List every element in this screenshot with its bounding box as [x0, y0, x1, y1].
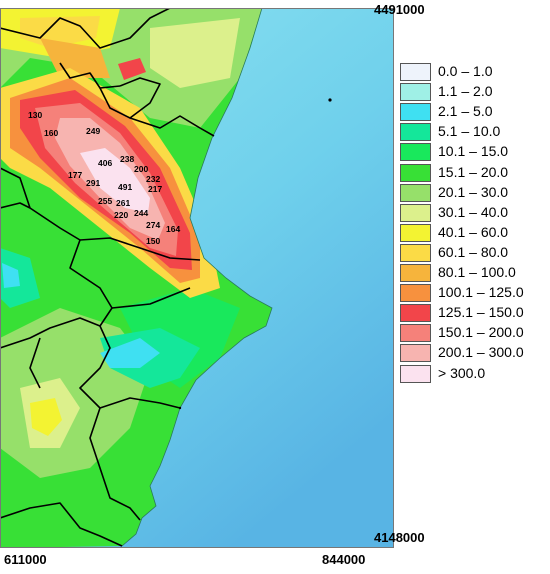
legend-swatch — [400, 163, 431, 182]
value-label: 291 — [86, 178, 100, 188]
province-borders — [0, 8, 215, 547]
legend-label: 60.1 – 80.0 — [438, 243, 509, 260]
legend-swatch — [400, 223, 431, 242]
legend-label: 80.1 – 100.0 — [438, 264, 516, 280]
value-label: 238 — [120, 154, 134, 164]
value-label: 491 — [118, 182, 132, 192]
legend-item: 30.1 – 40.0 — [394, 203, 550, 223]
coord-bottom-center: 844000 — [322, 552, 366, 567]
value-label: 249 — [86, 126, 100, 136]
value-label: 130 — [28, 110, 42, 120]
legend-swatch — [400, 183, 431, 202]
legend-item: 100.1 – 125.0 — [394, 283, 550, 303]
value-label: 164 — [166, 224, 180, 234]
legend-swatch — [400, 203, 431, 222]
zone-2-5-west — [2, 263, 20, 288]
value-label: 274 — [146, 220, 160, 230]
legend-swatch — [400, 143, 431, 162]
legend-label: 1.1 – 2.0 — [438, 83, 493, 100]
legend-label: 200.1 – 300.0 — [438, 344, 524, 361]
legend-item: 0.0 – 1.0 — [394, 62, 550, 82]
legend-swatch — [400, 364, 431, 383]
legend-item: 20.1 – 30.0 — [394, 183, 550, 203]
value-label: 406 — [98, 158, 112, 168]
zone-60-80-north — [20, 16, 100, 48]
legend-swatch — [400, 103, 431, 122]
legend-item: 2.1 – 5.0 — [394, 102, 550, 122]
coord-bottom-left: 611000 — [4, 552, 47, 567]
legend-label: 30.1 – 40.0 — [438, 203, 509, 220]
legend-item: 125.1 – 150.0 — [394, 303, 550, 323]
island-dot — [328, 98, 332, 102]
value-label: 217 — [148, 184, 162, 194]
legend-label: 15.1 – 20.0 — [438, 163, 509, 180]
value-label: 150 — [146, 236, 160, 246]
coastline — [121, 8, 273, 547]
legend-item: 5.1 – 10.0 — [394, 122, 550, 142]
value-label: 244 — [134, 208, 148, 218]
legend-label: 100.1 – 125.0 — [438, 284, 524, 301]
value-label: 220 — [114, 210, 128, 220]
legend-swatch — [400, 324, 431, 343]
value-label: 160 — [44, 128, 58, 138]
value-label: 177 — [68, 170, 82, 180]
legend-label: 20.1 – 30.0 — [438, 183, 509, 200]
value-label: 232 — [146, 174, 160, 184]
zone-2-5 — [100, 338, 160, 368]
legend-item: 200.1 – 300.0 — [394, 343, 550, 363]
legend-swatch — [400, 284, 431, 303]
legend-label: 2.1 – 5.0 — [438, 103, 493, 120]
zone-over-300-band — [80, 148, 150, 213]
legend-item: 40.1 – 60.0 — [394, 223, 550, 243]
zone-30-40-north — [150, 18, 240, 88]
coord-bottom-right: 4148000 — [374, 530, 425, 545]
legend-swatch — [400, 243, 431, 262]
legend-label: 10.1 – 15.0 — [438, 143, 509, 160]
legend-item: 60.1 – 80.0 — [394, 243, 550, 263]
zone-125-150-north — [118, 58, 146, 80]
legend-item: 80.1 – 100.0 — [394, 263, 550, 283]
value-label: 261 — [116, 198, 130, 208]
legend-label: 125.1 – 150.0 — [438, 304, 524, 321]
value-label: 200 — [134, 164, 148, 174]
legend-swatch — [400, 123, 431, 142]
legend-item: 1.1 – 2.0 — [394, 82, 550, 102]
value-label: 255 — [98, 196, 112, 206]
zone-5-10-west — [0, 248, 40, 308]
map-border — [0, 8, 394, 548]
legend-item: 10.1 – 15.0 — [394, 142, 550, 162]
legend-item: 15.1 – 20.0 — [394, 163, 550, 183]
coord-top-right: 4491000 — [374, 2, 425, 17]
legend-swatch — [400, 83, 431, 102]
legend-item: 150.1 – 200.0 — [394, 323, 550, 343]
legend-label: > 300.0 — [438, 364, 486, 381]
precipitation-map: 130 160 249 406 238 200 177 291 491 232 … — [0, 8, 394, 548]
legend-swatch — [400, 63, 431, 81]
legend-item: > 300.0 — [394, 364, 550, 384]
legend-label: 5.1 – 10.0 — [438, 123, 501, 140]
legend-label: 150.1 – 200.0 — [438, 324, 524, 341]
zone-40-60 — [30, 398, 62, 436]
legend-swatch — [400, 304, 431, 323]
island-dot-2 — [178, 406, 182, 410]
precipitation-values: 130 160 249 406 238 200 177 291 491 232 … — [28, 110, 180, 246]
legend-swatch — [400, 344, 431, 363]
zone-80-100-north — [40, 38, 110, 78]
legend-label: 40.1 – 60.0 — [438, 223, 509, 240]
legend-label: 0.0 – 1.0 — [438, 63, 493, 79]
legend-swatch — [400, 264, 431, 282]
